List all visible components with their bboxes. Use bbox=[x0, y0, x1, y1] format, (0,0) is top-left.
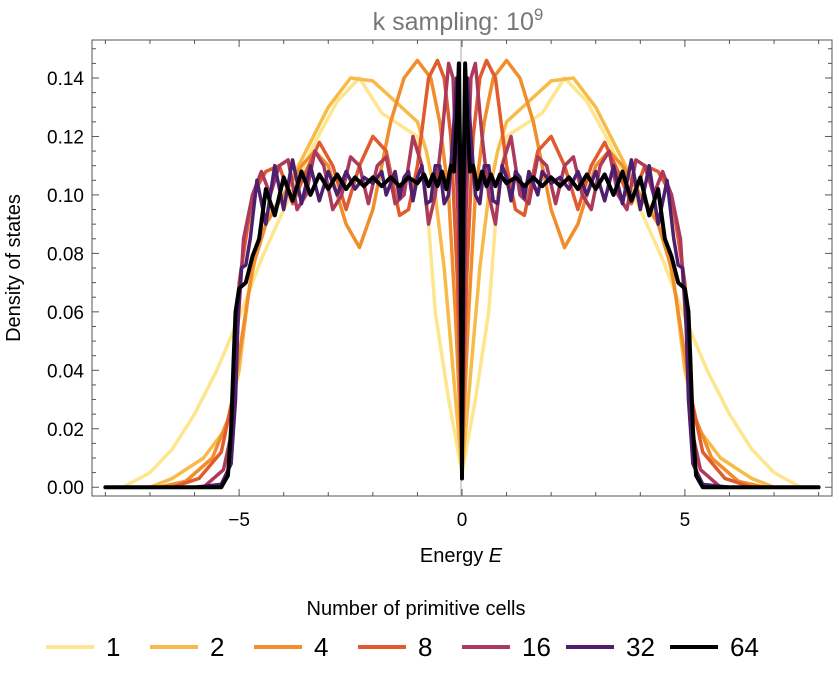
y-tick-label: 0.02 bbox=[47, 420, 84, 441]
y-axis-label: Density of states bbox=[3, 194, 25, 342]
x-tick-label: 5 bbox=[680, 510, 691, 531]
y-tick-label: 0.04 bbox=[47, 361, 84, 382]
legend-label-32: 32 bbox=[626, 632, 655, 662]
legend-label-2: 2 bbox=[210, 632, 224, 662]
legend-label-64: 64 bbox=[730, 632, 759, 662]
legend-label-8: 8 bbox=[418, 632, 432, 662]
series-line-64 bbox=[103, 61, 821, 490]
series-layer bbox=[103, 58, 821, 490]
legend-label-1: 1 bbox=[106, 632, 120, 662]
y-tick-label: 0.14 bbox=[47, 69, 84, 90]
y-tick-label: 0.10 bbox=[47, 186, 84, 207]
x-tick-label: −5 bbox=[228, 510, 250, 531]
x-tick-label: 0 bbox=[457, 510, 468, 531]
chart-title: k sampling: 109 bbox=[373, 5, 544, 36]
legend: 1 2 4 8 16 32 64 bbox=[46, 632, 759, 662]
legend-title: Number of primitive cells bbox=[307, 598, 526, 620]
y-tick-label: 0.12 bbox=[47, 127, 84, 148]
x-axis-label: Energy E bbox=[420, 545, 503, 567]
y-tick-label: 0.00 bbox=[47, 478, 84, 499]
y-tick-label: 0.06 bbox=[47, 303, 84, 324]
legend-label-16: 16 bbox=[522, 632, 551, 662]
ticks-layer: 0.00 0.02 0.04 0.06 0.08 0.10 0.12 0.14 −5 0 5 bbox=[47, 40, 832, 531]
y-tick-label: 0.08 bbox=[47, 244, 84, 265]
legend-label-4: 4 bbox=[314, 632, 328, 662]
